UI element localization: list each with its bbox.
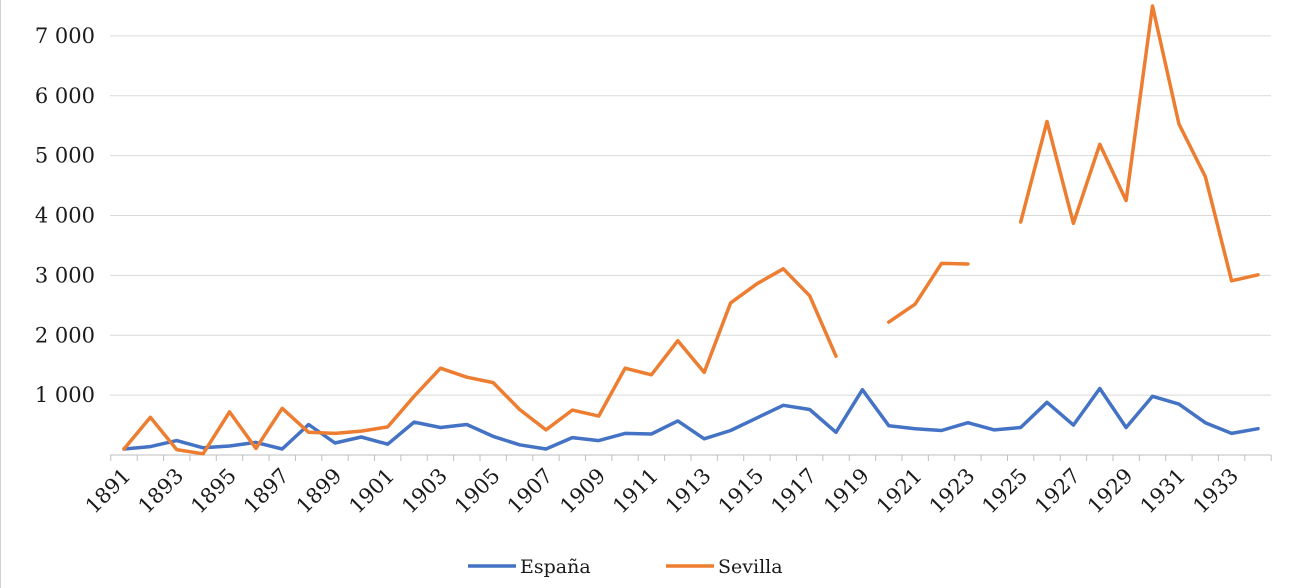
x-tick-label: 1903 [397,464,452,519]
x-tick-label: 1931 [1136,464,1191,519]
x-axis-ticks: 1891189318951897189919011903190519071909… [81,464,1243,519]
x-tick-label: 1923 [925,464,980,519]
x-tick-label: 1927 [1030,464,1085,519]
x-tick-label: 1921 [872,464,927,519]
x-tick-label: 1891 [81,464,136,519]
x-tick-label: 1901 [344,464,399,519]
series-line-espa-a [122,386,1260,451]
x-tick-label: 1907 [503,464,558,519]
series-line-sevilla [1018,4,1260,283]
x-tick-label: 1917 [766,464,821,519]
series-line-sevilla [887,261,970,324]
x-tick-label: 1895 [186,464,241,519]
legend: España Sevilla [468,556,783,578]
left-border [0,0,1,588]
series-lines [122,4,1260,456]
x-tick-label: 1933 [1188,464,1243,519]
x-tick-label: 1905 [450,464,505,519]
x-tick-label: 1909 [555,464,610,519]
y-tick-label: 7 000 [35,24,95,48]
y-tick-label: 6 000 [35,84,95,108]
x-tick-label: 1919 [819,464,874,519]
y-tick-label: 4 000 [35,204,95,228]
x-tick-label: 1925 [977,464,1032,519]
legend-label: Sevilla [718,556,783,578]
x-tick-label: 1899 [292,464,347,519]
y-tick-label: 3 000 [35,263,95,287]
y-tick-label: 2 000 [35,323,95,347]
x-tick-label: 1897 [239,464,294,519]
x-tick-label: 1911 [608,464,663,519]
x-tick-label: 1929 [1083,464,1138,519]
series-line-sevilla [122,267,838,456]
x-tick-label: 1913 [661,464,716,519]
y-tick-label: 1 000 [35,383,95,407]
x-axis [110,454,1272,461]
x-tick-label: 1893 [134,464,189,519]
legend-label: España [520,556,591,578]
y-tick-label: 5 000 [35,144,95,168]
x-tick-label: 1915 [714,464,769,519]
y-axis-ticks: 1 000 2 000 3 000 4 000 5 000 6 000 7 000 [35,24,95,407]
gridlines [110,35,1271,396]
